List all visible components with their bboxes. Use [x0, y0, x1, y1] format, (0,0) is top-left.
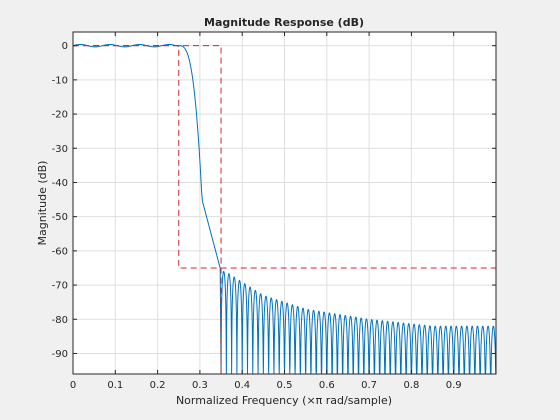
y-tick-label: -60: [52, 246, 68, 257]
x-tick-label: 0.1: [107, 380, 123, 391]
y-tick-label: -40: [52, 178, 68, 189]
y-tick-label: -20: [52, 110, 68, 121]
axis-ticks: 0 0.1 0.2 0.3 0.4 0.5 0.6 0.7 0.8 0.9 0 -10 -20 -30 -4…: [52, 32, 496, 391]
x-tick-label: 0.4: [234, 380, 250, 391]
x-tick-label: 0.9: [446, 380, 462, 391]
magnitude-response-line: [73, 44, 496, 374]
grid-lines: [72, 32, 496, 374]
y-tick-label: -10: [52, 75, 68, 86]
y-tick-label: -30: [52, 144, 68, 155]
x-tick-label: 0.3: [192, 380, 208, 391]
y-tick-label: -50: [52, 212, 68, 223]
y-tick-label: -90: [52, 349, 68, 360]
y-tick-label: 0: [62, 41, 68, 52]
y-tick-label: -70: [52, 281, 68, 292]
x-tick-label: 0.6: [319, 380, 335, 391]
x-tick-label: 0.8: [403, 380, 419, 391]
series-layer: [73, 44, 496, 374]
x-tick-label: 0: [70, 380, 76, 391]
x-tick-label: 0.7: [361, 380, 377, 391]
y-tick-label: -80: [52, 315, 68, 326]
x-tick-label: 0.2: [150, 380, 166, 391]
x-tick-label: 0.5: [277, 380, 293, 391]
x-axis-label: Normalized Frequency (×π rad/sample): [176, 394, 392, 407]
y-axis-label: Magnitude (dB): [36, 161, 49, 246]
chart-title: Magnitude Response (dB): [204, 16, 364, 29]
